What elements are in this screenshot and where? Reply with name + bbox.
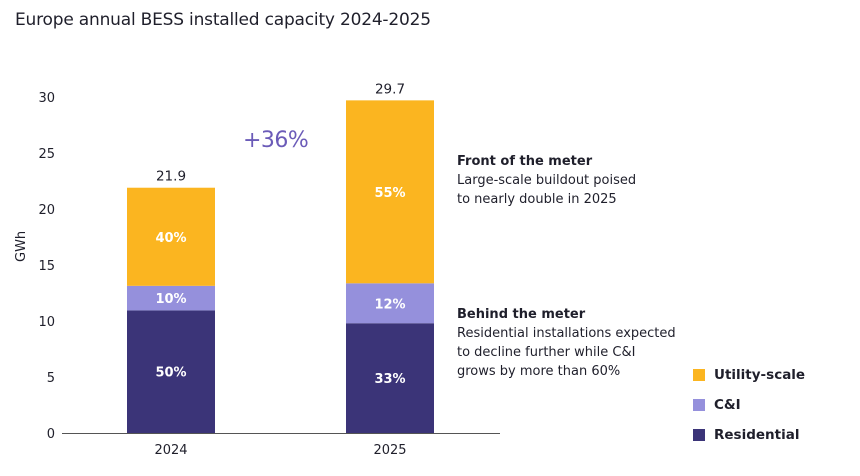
behind-meter-line: to decline further while C&I [457, 345, 636, 360]
y-tick-label: 25 [38, 147, 55, 162]
bar-segment-c-i-2024 [127, 285, 215, 311]
legend-label: Residential [714, 427, 800, 443]
front-of-meter-line: to nearly double in 2025 [457, 192, 617, 207]
front-of-meter-line: Large-scale buildout poised [457, 173, 637, 188]
behind-meter-line: grows by more than 60% [457, 364, 621, 379]
behind-meter-line: Residential installations expected [457, 326, 676, 341]
segment-data-label: 50% [155, 366, 186, 381]
legend-swatch-utility-scale [693, 369, 705, 381]
bar-segment-residential-2024 [127, 310, 215, 433]
bar-segment-utility-scale-2025 [346, 100, 434, 284]
legend-swatch-residential [693, 429, 705, 441]
legend: Utility-scale C&I Residential [693, 360, 805, 450]
behind-meter-annotation: Behind the meter Residential installatio… [457, 305, 676, 381]
legend-label: Utility-scale [714, 367, 806, 383]
segment-data-label: 12% [374, 297, 405, 312]
behind-meter-heading: Behind the meter [457, 307, 586, 322]
legend-item-ci: C&I [693, 390, 805, 420]
y-tick-label: 0 [47, 427, 55, 442]
segment-data-label: 33% [374, 372, 405, 387]
segment-data-label: 10% [155, 292, 186, 307]
legend-item-residential: Residential [693, 420, 805, 450]
bar-segment-utility-scale-2024 [127, 187, 215, 286]
legend-item-utility-scale: Utility-scale [693, 360, 805, 390]
legend-swatch-ci [693, 399, 705, 411]
y-tick-label: 5 [47, 371, 55, 386]
y-tick-label: 15 [38, 259, 55, 274]
x-tick-label: 2025 [373, 443, 406, 458]
y-tick-label: 20 [38, 203, 55, 218]
segment-data-label: 40% [155, 231, 186, 246]
growth-annotation: +36% [243, 128, 309, 153]
y-tick-label: 30 [38, 91, 55, 106]
y-axis-label: GWh [14, 230, 29, 262]
x-tick-label: 2024 [154, 443, 187, 458]
segment-data-label: 55% [374, 186, 405, 201]
chart-title: Europe annual BESS installed capacity 20… [15, 10, 431, 30]
front-of-meter-annotation: Front of the meter Large-scale buildout … [457, 152, 636, 209]
front-of-meter-heading: Front of the meter [457, 154, 593, 169]
legend-label: C&I [714, 397, 741, 413]
bar-segment-residential-2025 [346, 323, 434, 433]
bar-total-label: 29.7 [375, 81, 405, 97]
bar-segment-c-i-2025 [346, 283, 434, 324]
y-tick-label: 10 [38, 315, 55, 330]
bar-total-label: 21.9 [156, 169, 186, 185]
